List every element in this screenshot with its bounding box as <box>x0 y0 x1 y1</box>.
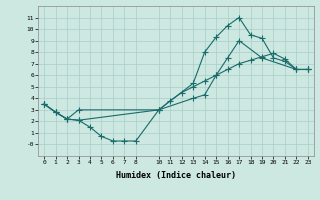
X-axis label: Humidex (Indice chaleur): Humidex (Indice chaleur) <box>116 171 236 180</box>
